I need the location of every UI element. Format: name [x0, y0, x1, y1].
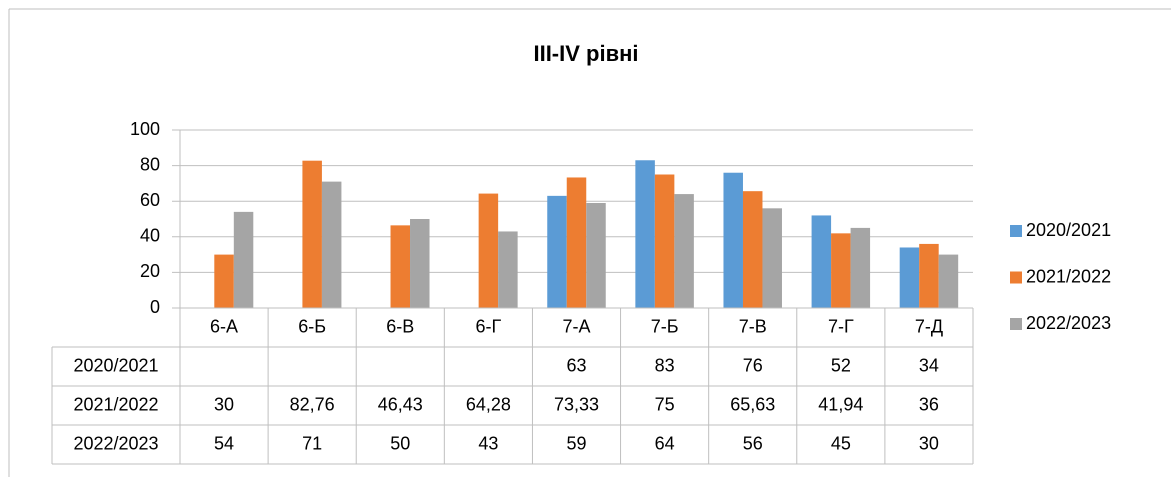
table-cell: 59: [566, 433, 586, 453]
table-cell: 64,28: [466, 394, 511, 414]
bar: [938, 254, 959, 308]
table-cell: 56: [743, 433, 763, 453]
bar: [410, 219, 430, 308]
bar: [586, 202, 606, 308]
x-tick-label: 6-Г: [476, 316, 502, 336]
table-cell: 43: [478, 433, 498, 453]
x-tick-label: 7-Б: [651, 316, 679, 336]
table-cell: 83: [655, 355, 675, 375]
y-tick-label: 60: [140, 190, 160, 210]
table-row-label: 2021/2022: [73, 394, 158, 414]
bar: [723, 172, 743, 308]
table-cell: 30: [214, 394, 234, 414]
x-tick-label: 6-Б: [298, 316, 326, 336]
table-cell: 82,76: [290, 394, 335, 414]
table-cell: 45: [831, 433, 851, 453]
table-cell: 54: [214, 433, 234, 453]
bar: [654, 174, 675, 308]
legend-label: 2021/2022: [1026, 266, 1111, 286]
table-cell: 34: [919, 355, 939, 375]
bar: [321, 181, 342, 308]
legend-swatch: [1010, 225, 1022, 237]
bar: [566, 177, 587, 308]
y-tick-label: 80: [140, 154, 160, 174]
bar: [762, 208, 782, 308]
bar: [233, 211, 254, 308]
bar: [390, 225, 411, 308]
table-cell: 65,63: [730, 394, 775, 414]
y-tick-label: 40: [140, 226, 160, 246]
x-tick-label: 6-В: [386, 316, 414, 336]
x-tick-label: 7-В: [739, 316, 767, 336]
table-cell: 36: [919, 394, 939, 414]
bar: [811, 215, 832, 308]
bar: [478, 193, 499, 308]
bar: [831, 233, 851, 308]
legend-label: 2020/2021: [1026, 220, 1111, 240]
table-cell: 63: [566, 355, 586, 375]
x-tick-label: 6-А: [210, 316, 238, 336]
x-tick-label: 7-А: [562, 316, 590, 336]
table-cell: 64: [655, 433, 675, 453]
table-row-label: 2020/2021: [73, 355, 158, 375]
table-cell: 46,43: [378, 394, 423, 414]
y-tick-label: 0: [150, 297, 160, 317]
y-tick-label: 100: [130, 119, 160, 139]
x-tick-label: 7-Г: [828, 316, 854, 336]
bar: [919, 243, 939, 308]
bar: [899, 247, 920, 308]
table-cell: 50: [390, 433, 410, 453]
bar: [547, 195, 567, 308]
x-tick-label: 7-Д: [915, 316, 943, 336]
table-cell: 52: [831, 355, 851, 375]
legend-label: 2022/2023: [1026, 313, 1111, 333]
legend-swatch: [1010, 271, 1022, 284]
bar: [742, 191, 763, 308]
table-cell: 75: [655, 394, 675, 414]
bar: [498, 231, 518, 308]
chart-title: III-IV рівні: [533, 41, 638, 66]
table-row-label: 2022/2023: [73, 433, 158, 453]
bar: [850, 227, 871, 308]
bar: [302, 160, 322, 308]
table-cell: 76: [743, 355, 763, 375]
legend-swatch: [1010, 318, 1022, 330]
y-tick-label: 20: [140, 261, 160, 281]
table-cell: 30: [919, 433, 939, 453]
table-cell: 73,33: [554, 394, 599, 414]
bar: [214, 254, 234, 308]
table-cell: 71: [302, 433, 322, 453]
bar: [674, 194, 694, 308]
bar: [635, 160, 655, 308]
table-cell: 41,94: [818, 394, 863, 414]
